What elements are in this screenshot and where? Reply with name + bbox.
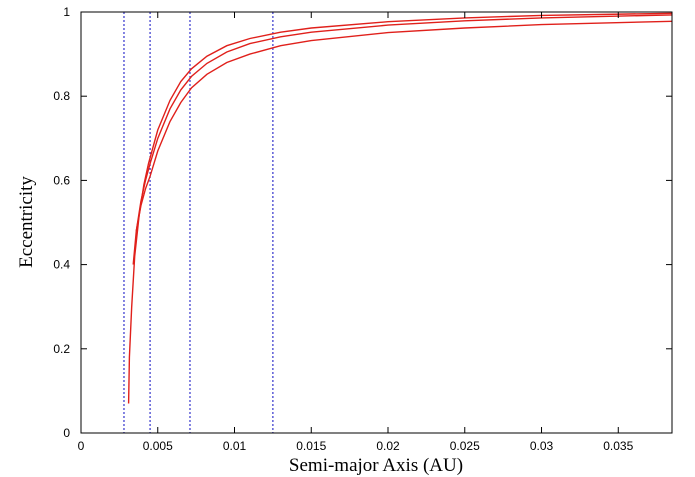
y-axis-ticks: 0 0.2 0.4 0.6 0.8 1 [53,5,672,440]
vertical-reference-lines [123,12,274,433]
series-line-2 [132,14,673,265]
y-axis-title: Eccentricity [16,176,37,268]
series-line-1 [127,12,673,404]
y-tick-label: 0.4 [53,258,70,272]
data-series [127,12,673,404]
x-tick-label: 0.02 [376,439,400,453]
x-axis-ticks: 0 0.005 0.01 0.015 0.02 0.025 0.03 0.035 [78,12,634,453]
x-tick-label: 0.03 [530,439,554,453]
x-tick-label: 0.005 [143,439,173,453]
y-tick-label: 0.6 [53,173,70,187]
x-axis-title: Semi-major Axis (AU) [289,455,463,476]
x-tick-label: 0.035 [603,439,633,453]
y-tick-label: 0 [63,426,70,440]
x-tick-label: 0.01 [223,439,247,453]
y-tick-label: 1 [63,5,70,19]
series-line-3 [135,20,673,232]
y-tick-label: 0.2 [53,342,70,356]
x-tick-label: 0.015 [296,439,326,453]
plot-frame [80,11,673,434]
y-tick-label: 0.8 [53,89,70,103]
x-tick-label: 0 [78,439,85,453]
x-tick-label: 0.025 [450,439,480,453]
